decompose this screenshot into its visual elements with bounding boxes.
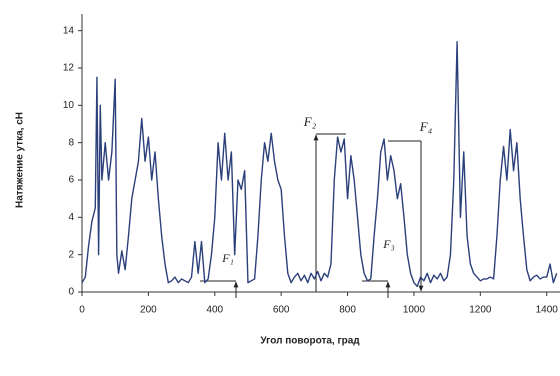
y-tick-label: 0 (68, 287, 74, 298)
x-tick-label: 200 (140, 305, 157, 316)
annotation: F₃ (382, 237, 395, 251)
x-tick-label: 600 (273, 305, 290, 316)
y-tick-label: 6 (68, 175, 74, 186)
y-tick-label: 14 (63, 25, 75, 36)
annotation: F₄ (419, 119, 433, 134)
x-tick-label: 1400 (536, 305, 559, 316)
y-tick-label: 8 (68, 137, 74, 148)
annotation: F₂ (303, 114, 317, 129)
annotation: F₁ (221, 251, 234, 265)
x-tick-label: 1000 (403, 305, 426, 316)
y-tick-label: 4 (68, 212, 74, 223)
x-tick-label: 1200 (469, 305, 492, 316)
y-tick-label: 10 (63, 100, 75, 111)
x-axis-label: Угол поворота, град (260, 336, 360, 347)
y-tick-label: 12 (63, 63, 75, 74)
x-tick-label: 400 (206, 305, 223, 316)
y-tick-label: 2 (68, 249, 74, 260)
y-axis-label: Натяжение утка, сН (15, 112, 26, 208)
data-line (81, 41, 558, 288)
x-tick-label: 800 (339, 305, 356, 316)
x-tick-label: 0 (79, 305, 85, 316)
